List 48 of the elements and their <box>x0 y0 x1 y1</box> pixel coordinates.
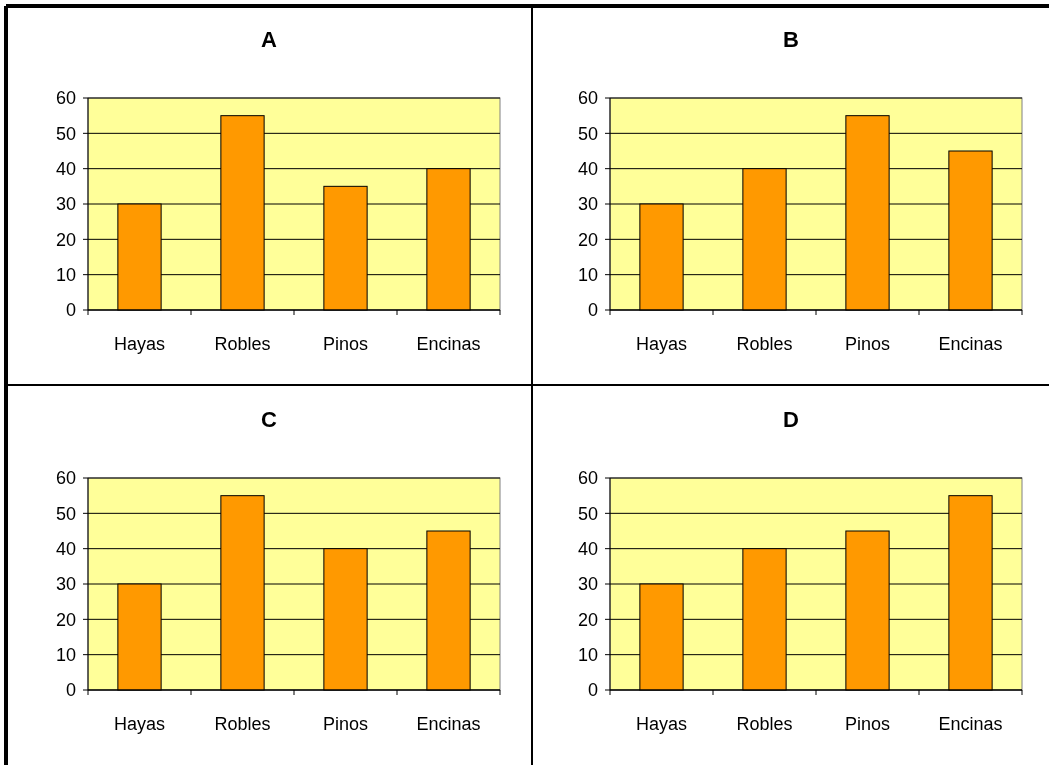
y-tick-label: 10 <box>55 264 76 285</box>
y-tick-label: 10 <box>55 644 76 665</box>
x-tick-label: Robles <box>736 334 793 354</box>
x-tick-label: Robles <box>214 714 271 734</box>
y-tick-label: 30 <box>577 194 598 215</box>
y-tick-label: 20 <box>577 229 598 250</box>
y-tick-label: 60 <box>577 468 598 489</box>
chart-title: D <box>783 407 799 432</box>
x-tick-label: Robles <box>214 334 271 354</box>
x-tick-label: Hayas <box>635 714 688 734</box>
y-tick-label: 60 <box>577 88 598 109</box>
x-tick-label: Pinos <box>844 334 891 354</box>
y-tick-label: 30 <box>55 574 76 595</box>
x-tick-label: Encinas <box>938 334 1003 354</box>
y-tick-label: 50 <box>55 503 76 524</box>
y-tick-label: 0 <box>65 680 76 701</box>
x-tick-label: Pinos <box>844 714 891 734</box>
y-tick-label: 0 <box>587 300 598 321</box>
y-tick-label: 10 <box>577 264 598 285</box>
x-tick-label: Encinas <box>938 714 1003 734</box>
y-tick-label: 40 <box>55 538 76 559</box>
x-tick-label: Robles <box>736 714 793 734</box>
y-tick-label: 30 <box>577 574 598 595</box>
chart-title: B <box>783 27 799 52</box>
chart-title: A <box>261 27 278 52</box>
y-tick-label: 50 <box>55 123 76 144</box>
x-tick-label: Hayas <box>113 334 166 354</box>
y-tick-label: 20 <box>55 609 76 630</box>
x-tick-label: Encinas <box>416 334 481 354</box>
y-tick-label: 40 <box>577 538 598 559</box>
y-tick-label: 0 <box>65 300 76 321</box>
y-tick-label: 20 <box>55 229 76 250</box>
y-tick-label: 10 <box>577 644 598 665</box>
y-tick-label: 30 <box>55 194 76 215</box>
y-tick-label: 40 <box>577 158 598 179</box>
y-tick-label: 60 <box>55 88 76 109</box>
y-tick-label: 20 <box>577 609 598 630</box>
x-tick-label: Encinas <box>416 714 481 734</box>
x-tick-label: Pinos <box>322 714 369 734</box>
x-tick-label: Hayas <box>635 334 688 354</box>
x-tick-label: Hayas <box>113 714 166 734</box>
y-tick-label: 60 <box>55 468 76 489</box>
y-tick-label: 0 <box>587 680 598 701</box>
chart-title: C <box>261 407 278 432</box>
y-tick-label: 40 <box>55 158 76 179</box>
x-tick-label: Pinos <box>322 334 369 354</box>
y-tick-label: 50 <box>577 123 598 144</box>
y-tick-label: 50 <box>577 503 598 524</box>
